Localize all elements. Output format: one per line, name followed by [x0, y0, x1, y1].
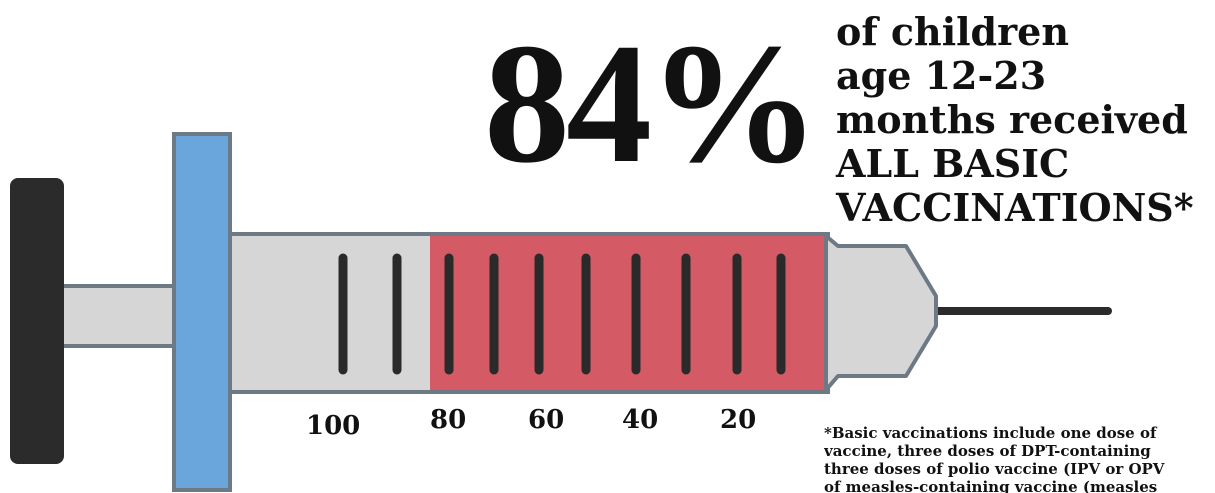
- scale-labels: 100 80 60 40 20: [306, 405, 756, 441]
- headline-description: of children age 12-23 months received AL…: [836, 10, 1194, 230]
- footnote-line-2: vaccine, three doses of DPT-containing: [824, 442, 1151, 460]
- plunger-rod: [58, 284, 184, 348]
- desc-line-2: age 12-23: [836, 53, 1047, 98]
- syringe-tip: [824, 234, 938, 392]
- desc-line-1: of children: [836, 9, 1069, 54]
- footnote-line-3: three doses of polio vaccine (IPV or OPV: [824, 460, 1165, 478]
- scale-label-80: 80: [430, 405, 466, 435]
- finger-flange: [172, 132, 232, 492]
- footnote: *Basic vaccinations include one dose of …: [824, 424, 1215, 493]
- scale-label-60: 60: [528, 405, 564, 435]
- scale-label-40: 40: [622, 405, 658, 435]
- footnote-line-4: of measles-containing vaccine (measles: [824, 478, 1158, 493]
- desc-line-3: months received: [836, 97, 1188, 142]
- plunger-cap: [10, 178, 64, 464]
- vaccine-fill: [430, 236, 826, 390]
- desc-line-5: VACCINATIONS*: [836, 185, 1194, 230]
- headline-percentage: 84%: [484, 9, 820, 199]
- desc-line-4: ALL BASIC: [836, 141, 1070, 186]
- scale-label-20: 20: [720, 405, 756, 435]
- scale-ticks: [338, 253, 786, 375]
- scale-label-100: 100: [306, 411, 360, 441]
- footnote-line-1: *Basic vaccinations include one dose of: [824, 424, 1157, 442]
